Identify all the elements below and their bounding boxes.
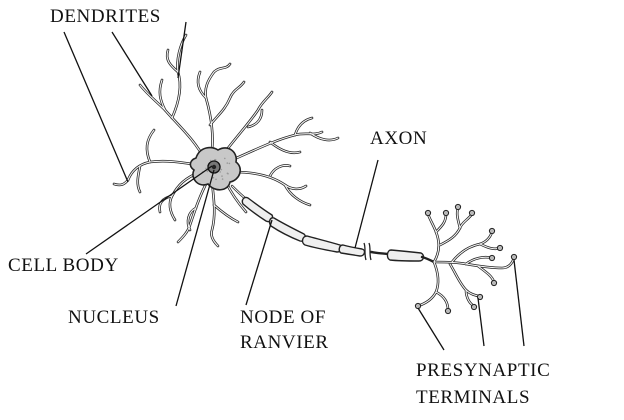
label-terminals: TERMINALS (416, 387, 530, 408)
leader-dendrites-2 (111, 31, 153, 97)
label-presynaptic: PRESYNAPTIC (416, 360, 550, 381)
label-axon: AXON (370, 128, 427, 149)
label-cell-body: CELL BODY (8, 255, 119, 276)
leader-nucleus (175, 169, 215, 307)
leader-node-of-ranvier (245, 219, 273, 306)
leader-axon (354, 159, 379, 249)
label-node-of: NODE OF (240, 307, 326, 328)
leader-dendrites-1 (63, 31, 129, 183)
myelin-sheath-2 (268, 217, 307, 242)
axon (230, 184, 436, 264)
labels: DENDRITES AXON CELL BODY NUCLEUS NODE OF… (8, 6, 550, 408)
label-nucleus: NUCLEUS (68, 307, 160, 328)
axon-terminals (414, 203, 518, 315)
myelin-sheath-3 (301, 235, 343, 253)
leader-presynaptic-2 (477, 297, 485, 347)
myelin-sheath-5 (386, 249, 425, 262)
myelin-sheath-4 (338, 244, 366, 257)
leader-presynaptic-3 (513, 259, 525, 347)
dendrites (112, 33, 340, 248)
leader-presynaptic-1 (417, 307, 445, 351)
leader-cell-body (85, 165, 213, 255)
leader-dendrites-3 (177, 21, 187, 79)
label-dendrites: DENDRITES (50, 6, 161, 27)
nucleus (207, 160, 221, 174)
myelin-sheath-1 (241, 196, 274, 223)
label-ranvier: RANVIER (240, 332, 329, 353)
leader-lines (63, 21, 525, 351)
axon-break-mark (363, 242, 372, 261)
